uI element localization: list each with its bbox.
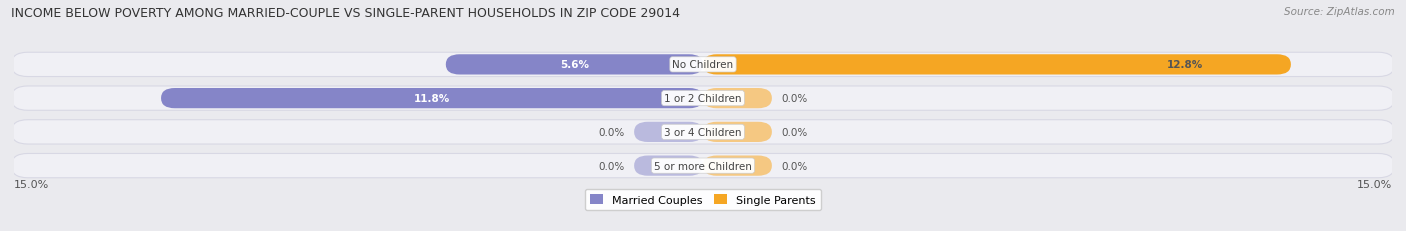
Text: 0.0%: 0.0% [782, 94, 807, 104]
FancyBboxPatch shape [703, 89, 772, 109]
FancyBboxPatch shape [11, 87, 1395, 111]
FancyBboxPatch shape [11, 120, 1395, 144]
Text: 0.0%: 0.0% [599, 161, 624, 171]
Text: INCOME BELOW POVERTY AMONG MARRIED-COUPLE VS SINGLE-PARENT HOUSEHOLDS IN ZIP COD: INCOME BELOW POVERTY AMONG MARRIED-COUPL… [11, 7, 681, 20]
Text: 5 or more Children: 5 or more Children [654, 161, 752, 171]
FancyBboxPatch shape [703, 55, 1291, 75]
FancyBboxPatch shape [703, 156, 772, 176]
FancyBboxPatch shape [634, 122, 703, 142]
Text: 15.0%: 15.0% [14, 179, 49, 189]
Text: 15.0%: 15.0% [1357, 179, 1392, 189]
FancyBboxPatch shape [634, 156, 703, 176]
Legend: Married Couples, Single Parents: Married Couples, Single Parents [585, 189, 821, 210]
FancyBboxPatch shape [703, 122, 772, 142]
Text: 12.8%: 12.8% [1167, 60, 1202, 70]
Text: 11.8%: 11.8% [413, 94, 450, 104]
Text: 0.0%: 0.0% [599, 127, 624, 137]
Text: 3 or 4 Children: 3 or 4 Children [664, 127, 742, 137]
FancyBboxPatch shape [446, 55, 703, 75]
Text: 0.0%: 0.0% [782, 161, 807, 171]
Text: 1 or 2 Children: 1 or 2 Children [664, 94, 742, 104]
FancyBboxPatch shape [162, 89, 703, 109]
Text: 5.6%: 5.6% [560, 60, 589, 70]
FancyBboxPatch shape [11, 53, 1395, 77]
Text: Source: ZipAtlas.com: Source: ZipAtlas.com [1284, 7, 1395, 17]
Text: 0.0%: 0.0% [782, 127, 807, 137]
FancyBboxPatch shape [11, 154, 1395, 178]
Text: No Children: No Children [672, 60, 734, 70]
